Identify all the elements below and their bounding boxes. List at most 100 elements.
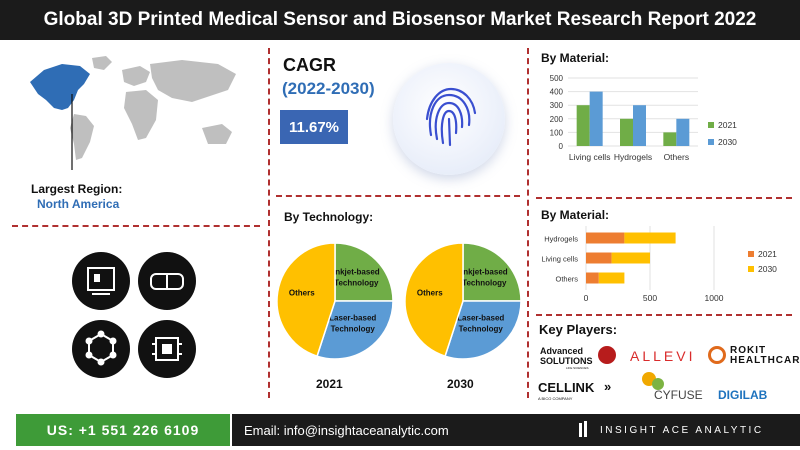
material-top-label: By Material:: [541, 51, 610, 65]
cagr-years: (2022-2030): [282, 79, 375, 98]
largest-region-value: North America: [37, 197, 120, 211]
vr-headset-icon: [138, 252, 196, 310]
pie-slice: [462, 242, 522, 302]
bar-2030: [624, 232, 676, 244]
pie-slice: [444, 300, 522, 360]
bar-2021: [586, 232, 625, 244]
pie-year-2021: 2021: [316, 377, 343, 391]
pie-slice: [404, 242, 464, 358]
bioprinter-icon: [72, 252, 130, 310]
report-title: Global 3D Printed Medical Sensor and Bio…: [0, 0, 800, 40]
fingerprint-icon: [393, 63, 505, 175]
bar-2030: [598, 272, 625, 284]
bar-2021: [620, 118, 633, 146]
legend-label: 2030: [758, 264, 777, 274]
rokit-mark: [708, 346, 726, 364]
y-tick-label: Hydrogels: [544, 235, 578, 244]
y-tick-label: 300: [550, 101, 564, 110]
x-tick-label: 0: [584, 293, 589, 303]
chip-icon: [138, 320, 196, 378]
legend-swatch-2021: [748, 251, 754, 257]
footer-email[interactable]: Email: info@insightaceanalytic.com: [232, 414, 552, 446]
allevi-logo: ALLEVI: [630, 348, 696, 364]
advanced-solutions-logo: Advanced SOLUTIONS LIFE SCIENCES: [540, 344, 620, 372]
divider-right-h2: [536, 314, 792, 316]
pie-label: Inkjet-based Technology: [333, 268, 380, 288]
cellink-tagline: A BICO COMPANY: [538, 396, 573, 401]
pie-slice: [334, 242, 394, 302]
advanced-solutions-name: Advanced SOLUTIONS: [540, 346, 593, 366]
cellink-logo: CELLINK A BICO COMPANY »: [538, 379, 628, 404]
legend-swatch-2021: [708, 122, 714, 128]
bar-2030: [611, 252, 650, 264]
bar-2030: [633, 105, 646, 146]
footer-brand: INSIGHT ACE ANALYTIC: [552, 414, 800, 446]
y-tick-label: 0: [559, 142, 564, 151]
y-tick-label: 100: [550, 128, 564, 137]
bar-2030: [589, 91, 603, 146]
bar-2021: [586, 272, 599, 284]
world-map: [30, 56, 236, 170]
legend-label: 2021: [718, 120, 737, 130]
footer-phone[interactable]: US: +1 551 226 6109: [16, 414, 230, 446]
bar-2021: [576, 105, 590, 146]
divider-mid-h: [276, 195, 520, 197]
pie-label: Others: [417, 289, 443, 298]
pie-chart-2030: Inkjet-based Technology Laser-based Technol…: [404, 242, 522, 360]
brand-logo-icon: [578, 421, 588, 439]
x-tick-label: Others: [664, 152, 690, 162]
bar-2021: [663, 132, 677, 146]
cyfuse-mark-2: [652, 378, 664, 390]
bar-2030: [676, 118, 690, 146]
advanced-solutions-mark: [598, 346, 616, 364]
rokit-name: ROKIT HEALTHCARE: [730, 345, 800, 366]
material-bar-chart: 0 100 200 300 400 500 Living cells Hydrogels Oth…: [550, 74, 738, 162]
advanced-solutions-tagline: LIFE SCIENCES: [566, 366, 589, 370]
pie-label: Inkjet-based Technology: [461, 268, 508, 288]
y-tick-label: 200: [550, 115, 564, 124]
pie-slice: [316, 300, 394, 360]
divider-left-h: [12, 225, 260, 227]
brand-name: INSIGHT ACE ANALYTIC: [600, 424, 764, 436]
pie-chart-2021: Inkjet-based Technology Laser-based Technol…: [276, 242, 394, 360]
x-tick-label: 1000: [705, 293, 724, 303]
molecule-icon: [72, 320, 130, 378]
map-north-america: [30, 64, 90, 110]
divider-right: [527, 48, 529, 398]
material-bottom-label: By Material:: [541, 208, 610, 222]
y-tick-label: Others: [555, 275, 578, 284]
map-europe: [122, 66, 150, 86]
digilab-logo: DIGILAB: [718, 388, 768, 402]
key-players-label: Key Players:: [539, 322, 618, 337]
pie-slice: [276, 242, 336, 358]
cagr-title: CAGR: [283, 55, 336, 75]
x-tick-label: Hydrogels: [614, 152, 652, 162]
map-greenland: [92, 56, 112, 70]
cyfuse-logo: CYFUSE: [638, 372, 708, 406]
y-tick-label: 500: [550, 74, 564, 83]
rokit-logo: ROKIT HEALTHCARE: [708, 344, 800, 370]
divider-right-h1: [536, 197, 792, 199]
x-tick-label: 500: [643, 293, 657, 303]
map-africa: [124, 90, 158, 140]
cagr-value: 11.67%: [280, 110, 348, 144]
legend-swatch-2030: [748, 266, 754, 272]
pie-year-2030: 2030: [447, 377, 474, 391]
map-australia: [202, 124, 232, 144]
x-tick-label: Living cells: [569, 152, 611, 162]
cellink-name: CELLINK: [538, 380, 595, 395]
legend-label: 2021: [758, 249, 777, 259]
map-asia: [150, 60, 236, 102]
material-stacked-bar-chart: 0 500 1000 Hydrogels Living cells Others 2021 2…: [541, 226, 777, 303]
legend-swatch-2030: [708, 139, 714, 145]
pie-label: Others: [289, 289, 315, 298]
pie-label: Laser-based Technology: [457, 313, 504, 333]
pie-label: Laser-based Technology: [329, 313, 376, 333]
y-tick-label: Living cells: [541, 255, 578, 264]
divider-left: [268, 48, 270, 398]
largest-region-label: Largest Region:: [31, 182, 123, 196]
map-south-america: [70, 114, 94, 160]
cellink-arrows: »: [604, 379, 612, 394]
technology-label: By Technology:: [284, 210, 374, 224]
bar-2021: [586, 252, 612, 264]
